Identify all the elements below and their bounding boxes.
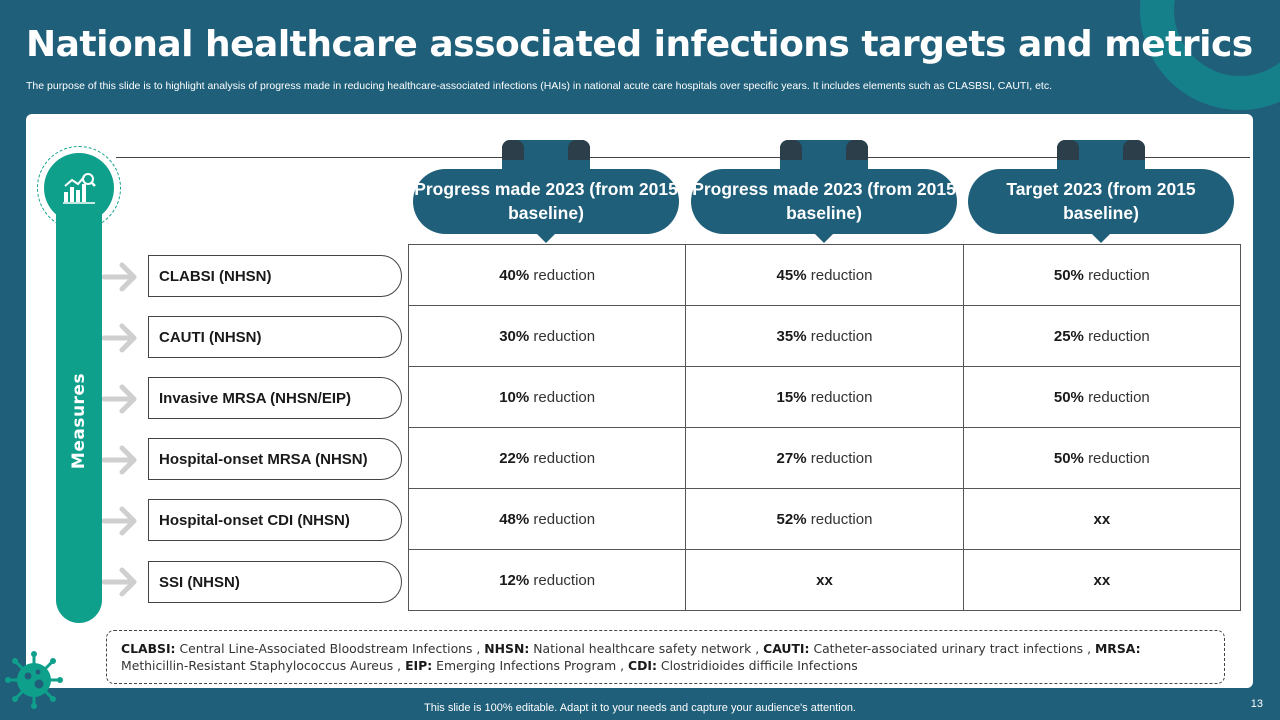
arrow-right-icon	[102, 567, 137, 597]
measure-label-ssi: SSI (NHSN)	[148, 561, 402, 603]
table-cell: 10% reduction	[407, 366, 687, 428]
measure-label-hospital-onset-mrsa: Hospital-onset MRSA (NHSN)	[148, 438, 402, 480]
table-row: 22% reduction 27% reduction 50% reductio…	[407, 427, 1242, 489]
abbreviations-footnote: CLABSI: Central Line-Associated Bloodstr…	[106, 630, 1225, 684]
table-cell: 22% reduction	[407, 427, 687, 489]
table-row: 12% reduction xx xx	[407, 549, 1242, 611]
table-cell: 15% reduction	[685, 366, 964, 428]
table-cell: 40% reduction	[407, 244, 687, 306]
column-header-target: Target 2023 (from 2015 baseline)	[968, 169, 1234, 243]
metrics-table: 40% reduction 45% reduction 50% reductio…	[407, 244, 1242, 611]
header-tab	[780, 140, 868, 170]
header-tab	[1057, 140, 1145, 170]
chart-analysis-icon	[63, 173, 96, 204]
table-cell: 35% reduction	[685, 305, 964, 367]
table-row: 40% reduction 45% reduction 50% reductio…	[407, 244, 1242, 306]
table-cell: 50% reduction	[962, 244, 1242, 306]
content-panel: Measures CLABSI (NHSN) CAUTI (NHSN) Inva…	[26, 114, 1253, 688]
table-cell: 25% reduction	[962, 305, 1242, 367]
arrow-right-icon	[102, 262, 137, 292]
page-number: 13	[1250, 698, 1263, 710]
page-subtitle: The purpose of this slide is to highligh…	[26, 80, 1053, 92]
arrow-right-icon	[102, 323, 137, 353]
table-cell: 48% reduction	[407, 488, 687, 550]
table-cell: 52% reduction	[685, 488, 964, 550]
page-title: National healthcare associated infection…	[26, 24, 1253, 65]
table-cell: 45% reduction	[685, 244, 964, 306]
editable-note: This slide is 100% editable. Adapt it to…	[424, 702, 856, 714]
table-cell: 27% reduction	[685, 427, 964, 489]
icon-badge	[37, 146, 121, 230]
measure-label-invasive-mrsa: Invasive MRSA (NHSN/EIP)	[148, 377, 402, 419]
header-tab	[502, 140, 590, 170]
table-cell: xx	[962, 549, 1242, 611]
table-cell: 12% reduction	[407, 549, 687, 611]
measure-label-hospital-onset-cdi: Hospital-onset CDI (NHSN)	[148, 499, 402, 541]
measure-label-clabsi: CLABSI (NHSN)	[148, 255, 402, 297]
measures-bar	[56, 199, 102, 623]
virus-icon	[5, 651, 63, 709]
table-cell: 50% reduction	[962, 427, 1242, 489]
table-cell: 50% reduction	[962, 366, 1242, 428]
table-cell: 30% reduction	[407, 305, 687, 367]
arrow-right-icon	[102, 506, 137, 536]
table-row: 30% reduction 35% reduction 25% reductio…	[407, 305, 1242, 367]
table-cell: xx	[962, 488, 1242, 550]
table-row: 48% reduction 52% reduction xx	[407, 488, 1242, 550]
column-header-progress-1: Progress made 2023 (from 2015 baseline)	[413, 169, 679, 243]
arrow-right-icon	[102, 384, 137, 414]
column-header-progress-2: Progress made 2023 (from 2015 baseline)	[691, 169, 957, 243]
table-cell: xx	[685, 549, 964, 611]
table-row: 10% reduction 15% reduction 50% reductio…	[407, 366, 1242, 428]
measure-label-cauti: CAUTI (NHSN)	[148, 316, 402, 358]
measures-label: Measures	[69, 372, 89, 470]
arrow-right-icon	[102, 445, 137, 475]
header-divider-line	[116, 157, 1250, 158]
